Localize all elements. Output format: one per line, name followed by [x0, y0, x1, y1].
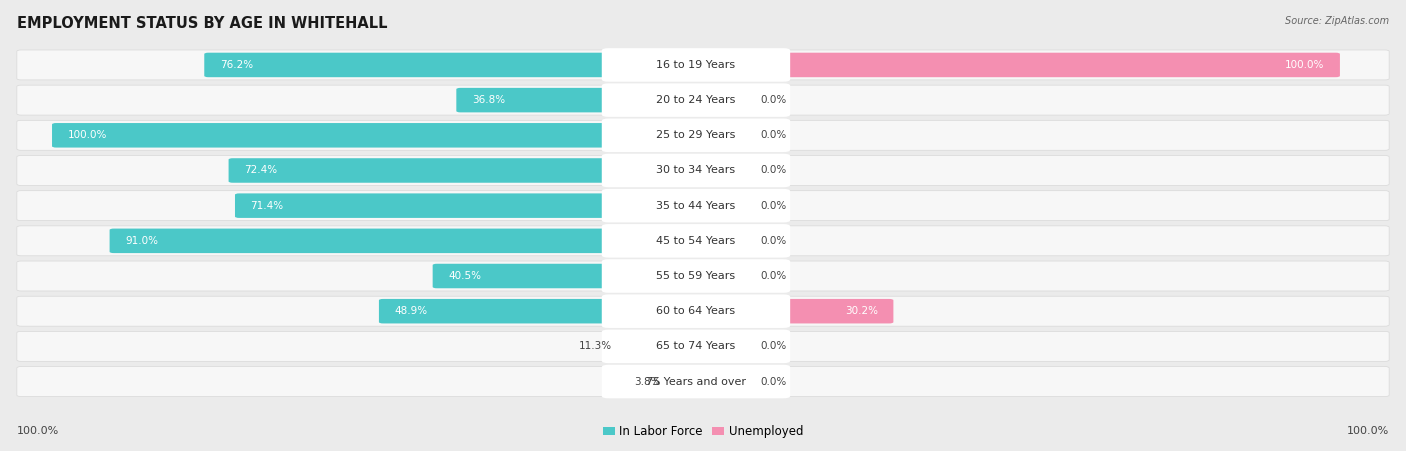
Legend: In Labor Force, Unemployed: In Labor Force, Unemployed: [598, 420, 808, 443]
Text: 16 to 19 Years: 16 to 19 Years: [657, 60, 735, 70]
FancyBboxPatch shape: [602, 365, 790, 398]
Text: 55 to 59 Years: 55 to 59 Years: [657, 271, 735, 281]
FancyBboxPatch shape: [235, 193, 700, 218]
Text: 72.4%: 72.4%: [245, 166, 277, 175]
Text: 45 to 54 Years: 45 to 54 Years: [657, 236, 735, 246]
FancyBboxPatch shape: [620, 334, 700, 359]
Text: 0.0%: 0.0%: [761, 166, 787, 175]
Text: 35 to 44 Years: 35 to 44 Years: [657, 201, 735, 211]
Text: 65 to 74 Years: 65 to 74 Years: [657, 341, 735, 351]
Text: 100.0%: 100.0%: [67, 130, 107, 140]
FancyBboxPatch shape: [17, 367, 1389, 396]
Text: 30.2%: 30.2%: [845, 306, 877, 316]
FancyBboxPatch shape: [692, 53, 1340, 77]
Text: EMPLOYMENT STATUS BY AGE IN WHITEHALL: EMPLOYMENT STATUS BY AGE IN WHITEHALL: [17, 16, 388, 31]
FancyBboxPatch shape: [17, 50, 1389, 80]
FancyBboxPatch shape: [692, 193, 754, 218]
Text: 40.5%: 40.5%: [449, 271, 481, 281]
FancyBboxPatch shape: [17, 191, 1389, 221]
FancyBboxPatch shape: [17, 120, 1389, 150]
FancyBboxPatch shape: [204, 53, 700, 77]
Text: 20 to 24 Years: 20 to 24 Years: [657, 95, 735, 105]
Text: 48.9%: 48.9%: [395, 306, 427, 316]
FancyBboxPatch shape: [602, 189, 790, 222]
FancyBboxPatch shape: [17, 85, 1389, 115]
FancyBboxPatch shape: [17, 226, 1389, 256]
FancyBboxPatch shape: [692, 299, 893, 323]
Text: 0.0%: 0.0%: [761, 130, 787, 140]
FancyBboxPatch shape: [602, 295, 790, 328]
Text: 91.0%: 91.0%: [125, 236, 157, 246]
Text: Source: ZipAtlas.com: Source: ZipAtlas.com: [1285, 16, 1389, 26]
Text: 75 Years and over: 75 Years and over: [645, 377, 747, 387]
Text: 100.0%: 100.0%: [17, 426, 59, 436]
FancyBboxPatch shape: [602, 154, 790, 187]
FancyBboxPatch shape: [602, 48, 790, 82]
FancyBboxPatch shape: [602, 330, 790, 363]
Text: 3.8%: 3.8%: [634, 377, 661, 387]
FancyBboxPatch shape: [17, 331, 1389, 361]
Text: 0.0%: 0.0%: [761, 341, 787, 351]
FancyBboxPatch shape: [692, 334, 754, 359]
FancyBboxPatch shape: [17, 156, 1389, 185]
FancyBboxPatch shape: [668, 369, 700, 394]
Text: 71.4%: 71.4%: [250, 201, 284, 211]
Text: 0.0%: 0.0%: [761, 95, 787, 105]
FancyBboxPatch shape: [692, 88, 754, 112]
FancyBboxPatch shape: [17, 261, 1389, 291]
FancyBboxPatch shape: [692, 123, 754, 147]
Text: 60 to 64 Years: 60 to 64 Years: [657, 306, 735, 316]
Text: 25 to 29 Years: 25 to 29 Years: [657, 130, 735, 140]
Text: 0.0%: 0.0%: [761, 271, 787, 281]
Text: 0.0%: 0.0%: [761, 236, 787, 246]
FancyBboxPatch shape: [52, 123, 700, 147]
FancyBboxPatch shape: [602, 224, 790, 258]
FancyBboxPatch shape: [457, 88, 700, 112]
Text: 100.0%: 100.0%: [1285, 60, 1324, 70]
Text: 11.3%: 11.3%: [579, 341, 613, 351]
FancyBboxPatch shape: [433, 264, 700, 288]
FancyBboxPatch shape: [692, 369, 754, 394]
FancyBboxPatch shape: [229, 158, 700, 183]
FancyBboxPatch shape: [110, 229, 700, 253]
FancyBboxPatch shape: [602, 83, 790, 117]
Text: 0.0%: 0.0%: [761, 377, 787, 387]
Text: 100.0%: 100.0%: [1347, 426, 1389, 436]
FancyBboxPatch shape: [692, 158, 754, 183]
Text: 30 to 34 Years: 30 to 34 Years: [657, 166, 735, 175]
FancyBboxPatch shape: [602, 119, 790, 152]
Text: 0.0%: 0.0%: [761, 201, 787, 211]
FancyBboxPatch shape: [602, 259, 790, 293]
Text: 76.2%: 76.2%: [219, 60, 253, 70]
FancyBboxPatch shape: [17, 296, 1389, 326]
FancyBboxPatch shape: [692, 264, 754, 288]
Text: 36.8%: 36.8%: [472, 95, 505, 105]
FancyBboxPatch shape: [380, 299, 700, 323]
FancyBboxPatch shape: [692, 229, 754, 253]
